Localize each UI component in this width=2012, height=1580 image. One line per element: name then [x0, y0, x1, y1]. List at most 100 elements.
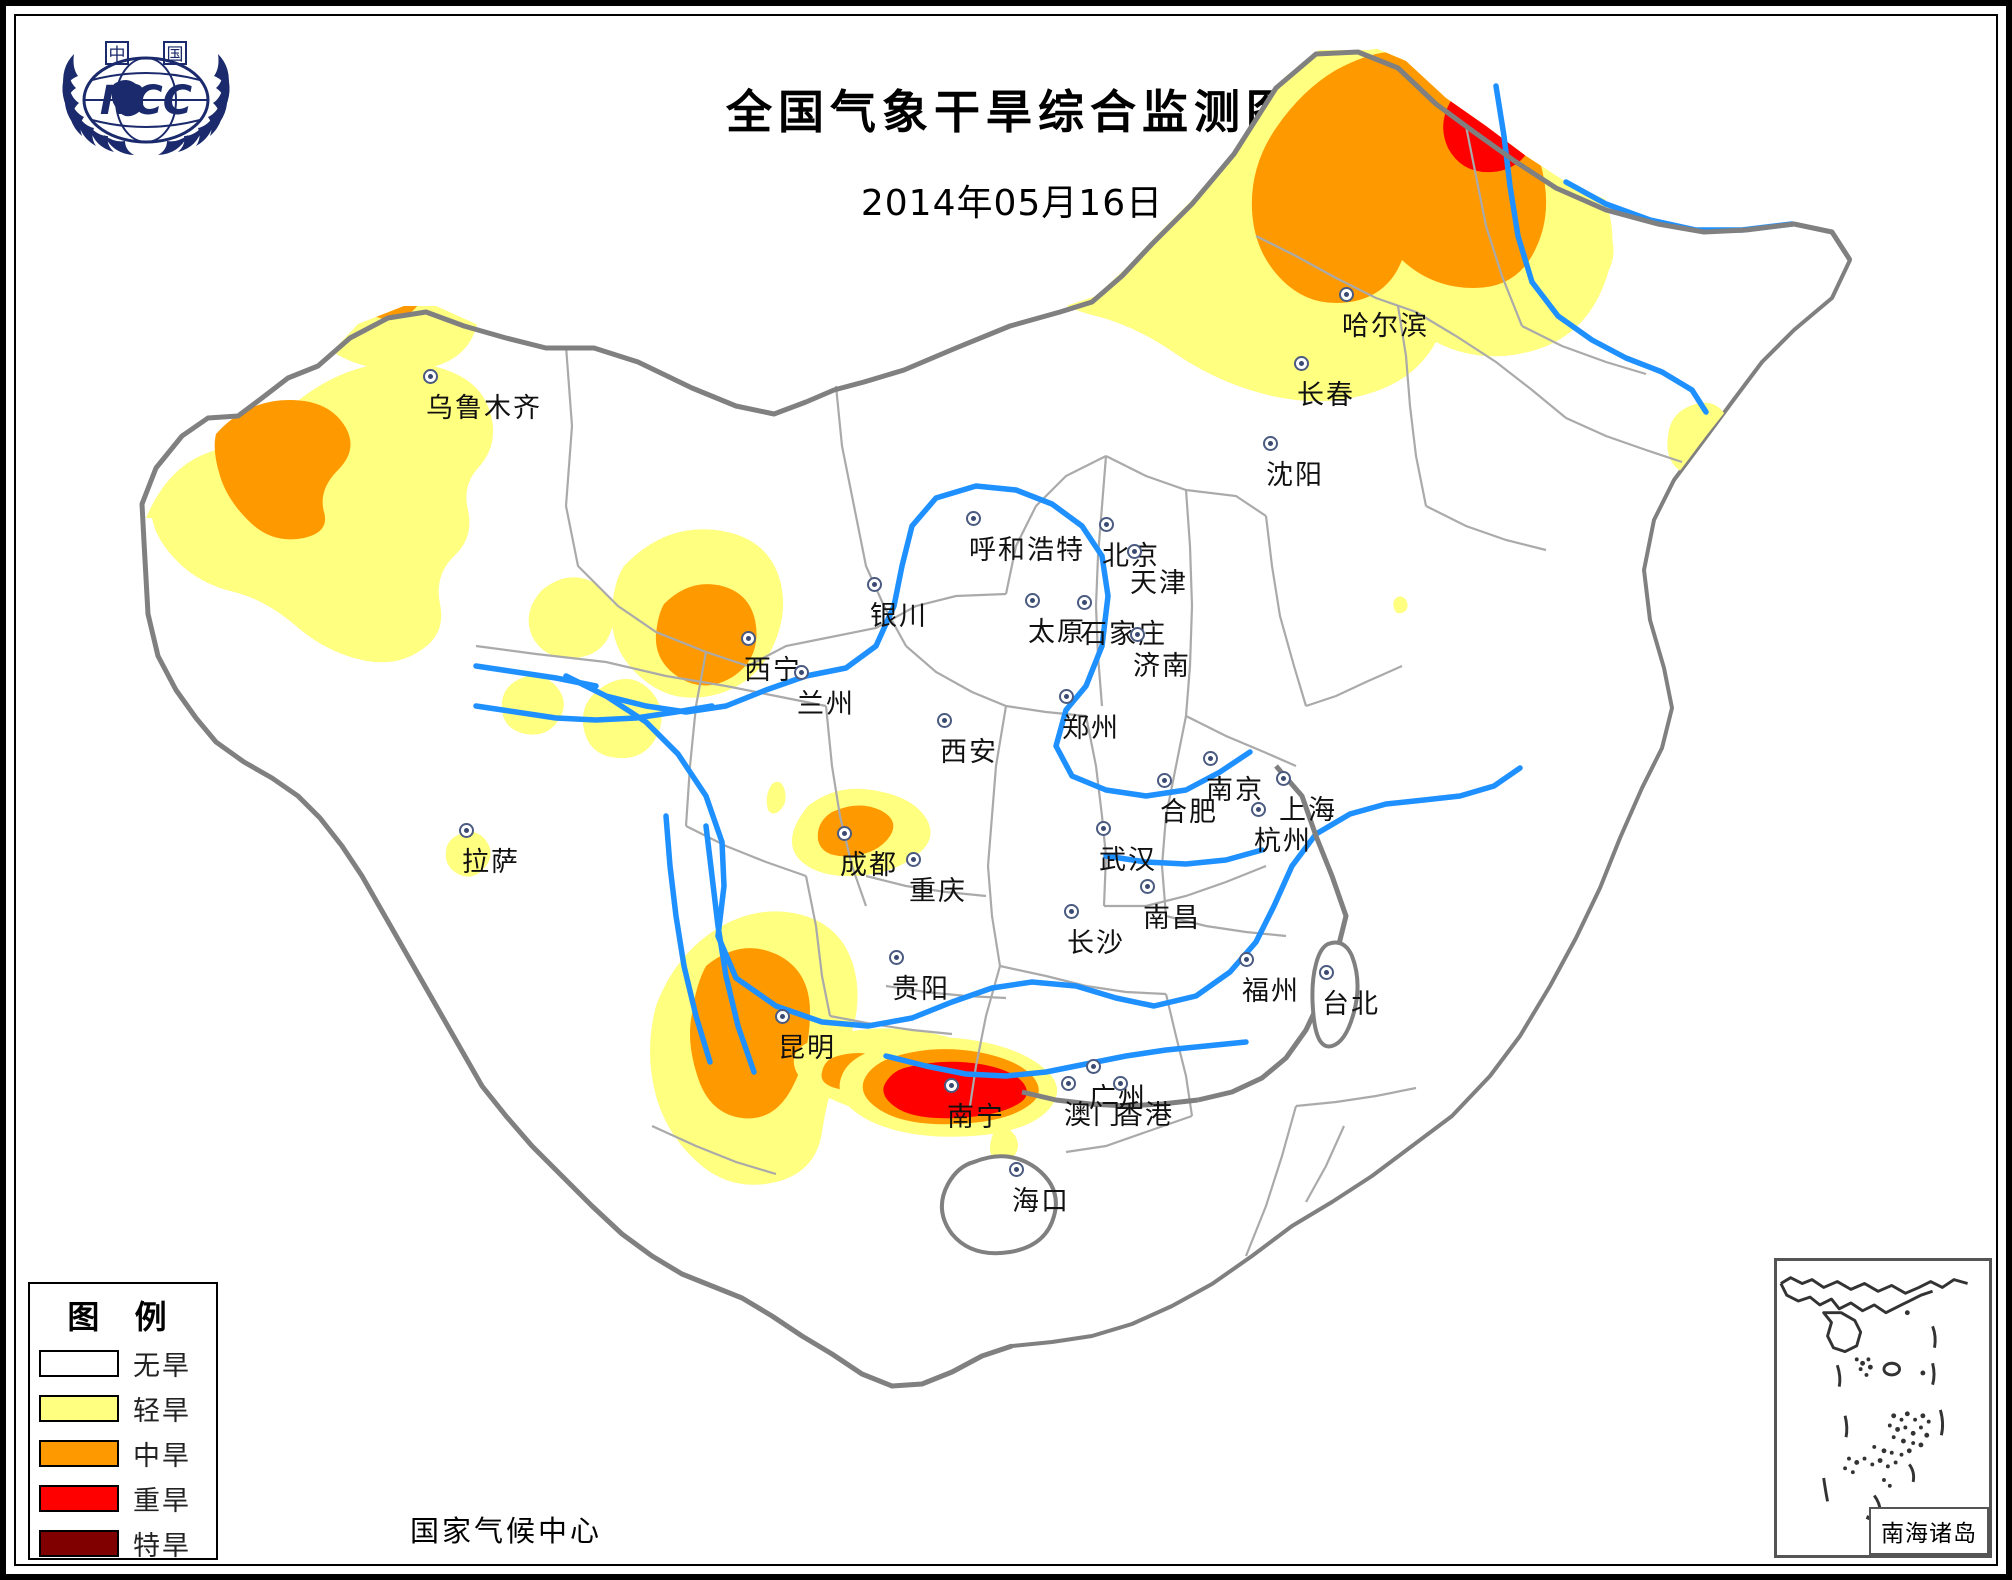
city-label: 南京	[1206, 775, 1264, 806]
city-marker-dot	[1059, 689, 1074, 704]
city-label: 长沙	[1067, 928, 1125, 959]
city-label: 南宁	[947, 1102, 1005, 1133]
city-marker-dot	[775, 1009, 790, 1024]
city-label: 贵阳	[892, 974, 950, 1005]
ncc-logo: NCC 中 国	[46, 28, 246, 158]
legend-label-severe-drought: 重旱	[133, 1486, 191, 1517]
drought-region-yunnan-moderate	[690, 948, 810, 1119]
city-label: 西安	[940, 737, 998, 768]
china-drought-map	[139, 46, 1853, 1389]
legend-box: 图 例 无旱 轻旱 中旱 重旱 特旱	[28, 1282, 218, 1563]
city-label: 乌鲁木齐	[426, 393, 542, 424]
legend-row-extreme-drought: 特旱	[39, 1524, 216, 1563]
lancang-river	[703, 823, 757, 1075]
yellow-river-upper	[473, 663, 599, 689]
city-label: 重庆	[909, 876, 967, 907]
city-marker-dot	[906, 852, 921, 867]
legend-swatch-light-drought	[39, 1395, 119, 1422]
yangtze-river	[563, 673, 1523, 1029]
legend-label-no-drought: 无旱	[133, 1351, 191, 1382]
drought-region-lhasa-light	[445, 831, 491, 877]
city-marker-dot	[1077, 595, 1092, 610]
city-label: 成都	[840, 850, 898, 881]
drought-polygon-layer	[146, 46, 1733, 1185]
city-marker-dot	[867, 577, 882, 592]
city-label: 沈阳	[1266, 460, 1324, 491]
legend-row-no-drought: 无旱	[39, 1344, 216, 1383]
yellow-river	[603, 483, 1253, 799]
legend-label-light-drought: 轻旱	[133, 1396, 191, 1427]
drought-region-qaidam-light	[528, 577, 614, 659]
drought-region-chengdu-moderate	[817, 805, 894, 857]
legend-swatch-no-drought	[39, 1350, 119, 1377]
svg-text:中: 中	[109, 45, 126, 65]
city-marker-dot	[794, 665, 809, 680]
city-marker-dot	[1086, 1059, 1101, 1074]
legend-row-severe-drought: 重旱	[39, 1479, 216, 1518]
city-marker-dot	[1140, 879, 1155, 894]
legend-row-moderate-drought: 中旱	[39, 1434, 216, 1473]
city-label: 武汉	[1099, 845, 1157, 876]
city-label: 呼和浩特	[969, 535, 1085, 566]
inset-label: 南海诸岛	[1869, 1507, 1989, 1555]
city-label: 海口	[1012, 1186, 1070, 1217]
svg-text:国: 国	[167, 45, 184, 65]
city-marker-dot	[1294, 356, 1309, 371]
city-marker-dot	[1339, 287, 1354, 302]
drought-region-hebei-spot-light	[1393, 596, 1408, 614]
city-label: 南昌	[1143, 903, 1201, 934]
city-marker-dot	[1009, 1162, 1024, 1177]
city-marker-dot	[1127, 544, 1142, 559]
city-marker-dot	[423, 369, 438, 384]
south-china-sea-inset: 南海诸岛	[1774, 1258, 1992, 1558]
nujiang-river	[663, 813, 713, 1065]
city-label: 济南	[1133, 651, 1191, 682]
city-label: 昆明	[778, 1033, 836, 1064]
page-title: 全国气象干旱综合监测图	[726, 85, 1298, 139]
city-label: 上海	[1279, 795, 1337, 826]
city-marker-dot	[1239, 952, 1254, 967]
city-label: 福州	[1242, 976, 1300, 1007]
city-marker-dot	[1113, 1076, 1128, 1091]
city-marker-dot	[837, 826, 852, 841]
city-marker-dot	[741, 631, 756, 646]
legend-label-moderate-drought: 中旱	[133, 1441, 191, 1472]
city-marker-dot	[937, 713, 952, 728]
city-label: 香港	[1116, 1100, 1174, 1131]
hainan-island	[940, 1154, 1058, 1256]
legend-swatch-severe-drought	[39, 1485, 119, 1512]
city-label: 天津	[1130, 568, 1188, 599]
drought-region-tibet-west-light	[501, 675, 564, 735]
legend-label-extreme-drought: 特旱	[133, 1531, 191, 1562]
city-label: 合肥	[1160, 797, 1218, 828]
city-marker-dot	[1203, 751, 1218, 766]
credit-text: 国家气候中心	[410, 1514, 603, 1548]
huaihe-river	[1103, 847, 1265, 867]
city-label: 太原	[1028, 617, 1086, 648]
city-marker-dot	[1263, 436, 1278, 451]
city-marker-dot	[459, 823, 474, 838]
city-label: 石家庄	[1080, 619, 1167, 650]
city-label: 澳门	[1064, 1100, 1122, 1131]
city-label: 长春	[1297, 380, 1355, 411]
city-marker-dot	[1130, 627, 1145, 642]
city-marker-dot	[1064, 904, 1079, 919]
legend-row-light-drought: 轻旱	[39, 1389, 216, 1428]
songhua-river	[1493, 83, 1709, 415]
inset-mainland-coast	[1780, 1276, 1969, 1295]
national-border-layer	[139, 49, 1853, 1389]
city-marker-dot	[944, 1078, 959, 1093]
city-label: 拉萨	[462, 847, 520, 878]
city-marker-dot	[1276, 771, 1291, 786]
city-marker-dot	[1025, 593, 1040, 608]
city-label: 银川	[870, 601, 928, 632]
legend-swatch-moderate-drought	[39, 1440, 119, 1467]
legend-title: 图 例	[67, 1298, 179, 1336]
drought-region-xinjiang-north-spot-light	[480, 269, 515, 303]
city-marker-dot	[1319, 965, 1334, 980]
inset-leizhou-hainan	[1822, 1311, 1863, 1354]
province-boundary-layer	[475, 125, 1683, 1257]
drought-region-northeast-east-light	[1537, 209, 1614, 296]
inset-guangdong-coast	[1779, 1282, 1934, 1315]
